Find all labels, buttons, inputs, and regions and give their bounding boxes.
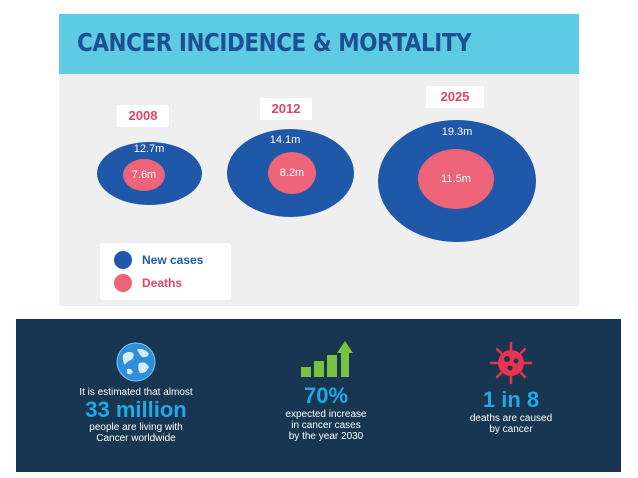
bar-growth-icon: [301, 341, 353, 377]
stat-people-line1: people are living with: [89, 422, 183, 433]
stat-people-living: It is estimated that almost 33 million p…: [46, 341, 226, 444]
stat-increase-line2: in cancer cases: [291, 420, 361, 431]
title-bar: CANCER INCIDENCE & MORTALITY: [59, 14, 579, 74]
legend-deaths-swatch: [114, 274, 132, 292]
stat-increase-value: 70%: [303, 383, 349, 408]
stat-people-value: 33 million: [85, 397, 187, 422]
chart-title: CANCER INCIDENCE & MORTALITY: [77, 28, 472, 57]
stat-ratio-line2: by cancer: [489, 424, 533, 435]
year-label-2025: 2025: [426, 86, 484, 108]
globe-icon: [116, 342, 156, 382]
stat-people-line2: Cancer worldwide: [96, 433, 176, 444]
deaths-bubble-2012: 8.2m: [268, 152, 316, 194]
virus-cell-icon: [489, 341, 533, 385]
year-label-2008: 2008: [117, 105, 169, 127]
legend-new-cases-label: New cases: [142, 253, 204, 267]
stat-people-intro: It is estimated that almost: [79, 387, 193, 398]
stat-ratio-value: 1 in 8: [482, 387, 540, 412]
stat-increase-line3: by the year 2030: [288, 431, 364, 442]
deaths-bubble-2025: 11.5m: [418, 149, 494, 209]
deaths-bubble-2008: 7.6m: [123, 159, 165, 191]
chart-panel: CANCER INCIDENCE & MORTALITY 2008 12.7m …: [59, 14, 579, 306]
new-cases-label-2012: 14.1m: [269, 134, 301, 146]
new-cases-label-2025: 19.3m: [441, 126, 473, 138]
legend: New cases Deaths: [100, 243, 231, 300]
legend-new-cases-swatch: [114, 251, 132, 269]
stat-increase-line1: expected increase: [285, 409, 367, 420]
year-label-2012: 2012: [260, 98, 312, 120]
stats-panel: It is estimated that almost 33 million p…: [16, 319, 621, 472]
stat-ratio-line1: deaths are caused: [469, 413, 553, 424]
stat-expected-increase: 70% expected increase in cancer cases by…: [266, 341, 386, 442]
stat-death-ratio: 1 in 8 deaths are caused by cancer: [451, 341, 571, 435]
new-cases-label-2008: 12.7m: [133, 143, 165, 155]
legend-deaths-label: Deaths: [142, 276, 183, 290]
